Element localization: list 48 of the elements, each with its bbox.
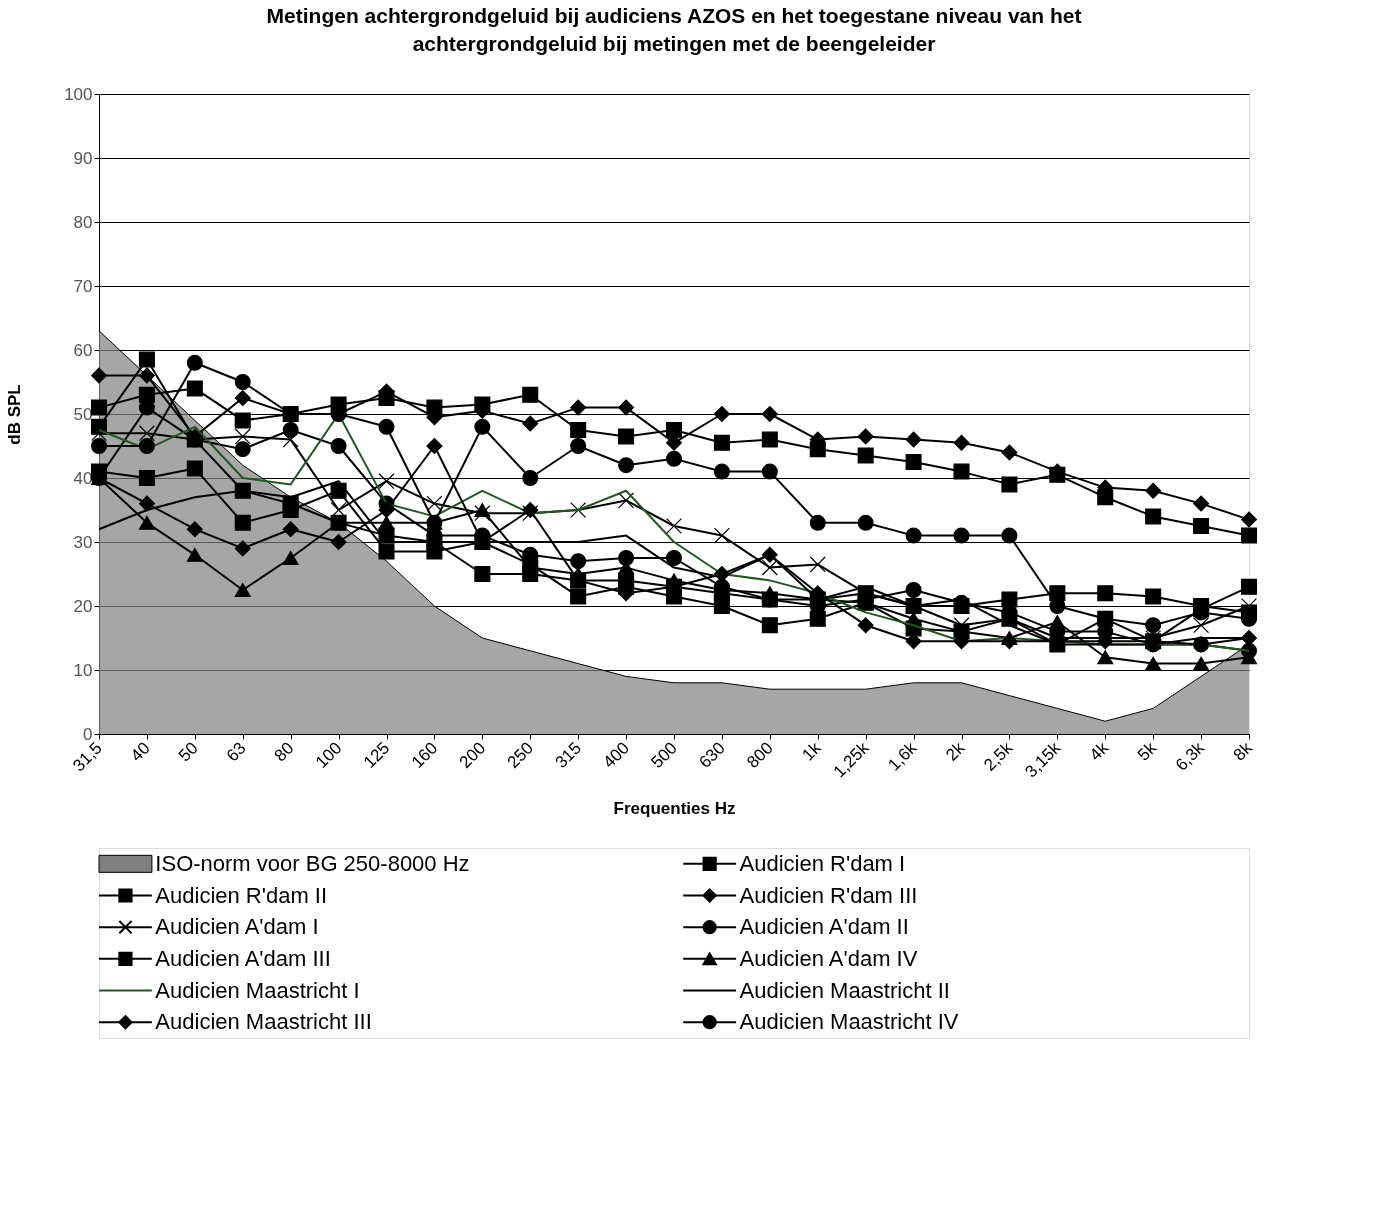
y-tick-label: 0 <box>83 724 93 744</box>
legend-label: ISO-norm voor BG 250-8000 Hz <box>155 850 470 876</box>
y-tick-label: 50 <box>73 404 93 424</box>
x-tick-label: 2,5k <box>980 738 1017 775</box>
legend-label: Audicien A'dam II <box>739 914 909 940</box>
x-tick-label: 400 <box>599 738 633 772</box>
legend-label: Audicien A'dam IV <box>739 945 918 971</box>
legend-label: Audicien A'dam I <box>155 914 319 940</box>
legend-label: Audicien A'dam III <box>155 945 331 971</box>
y-tick-label: 70 <box>73 276 93 296</box>
x-axis-title: Frequenties Hz <box>613 798 736 818</box>
y-tick-label: 80 <box>73 212 93 232</box>
legend-label: Audicien Maastricht II <box>739 977 950 1003</box>
x-tick-label: 1,6k <box>884 738 921 775</box>
x-tick-label: 8k <box>1229 738 1257 765</box>
legend-label: Audicien R'dam I <box>739 850 906 876</box>
y-tick-label: 30 <box>73 532 93 552</box>
x-tick-label: 100 <box>311 738 346 772</box>
x-tick-label: 200 <box>455 738 490 772</box>
y-tick-label: 60 <box>73 340 93 360</box>
y-tick-label: 20 <box>73 596 93 616</box>
y-tick-label: 90 <box>73 148 93 168</box>
legend-label: Audicien R'dam III <box>739 882 918 908</box>
legend-label: Audicien Maastricht III <box>155 1009 372 1035</box>
chart-title: Metingen achtergrondgeluid bij audiciens AZOS en het toegestane niveau van het achtergrondgeluid bij metingen met de beengeleider <box>266 4 1082 55</box>
x-tick-label: 5k <box>1133 738 1161 765</box>
x-tick-label: 50 <box>174 738 202 766</box>
x-tick-label: 80 <box>270 738 298 766</box>
x-tick-label: 6,3k <box>1171 738 1209 775</box>
y-tick-label: 10 <box>73 660 93 680</box>
x-tick-label: 1k <box>798 738 825 765</box>
x-tick-label: 2k <box>942 738 969 765</box>
x-tick-label: 40 <box>126 738 154 766</box>
y-axis-title: dB SPL <box>5 384 25 445</box>
y-tick-label: 40 <box>73 468 93 488</box>
legend-label: Audicien Maastricht I <box>155 977 360 1003</box>
x-tick-label: 315 <box>551 738 586 772</box>
x-tick-label: 800 <box>743 738 777 772</box>
y-tick-label: 100 <box>64 84 93 104</box>
x-tick-label: 630 <box>695 738 729 772</box>
x-tick-label: 63 <box>222 738 250 766</box>
x-tick-label: 500 <box>647 738 681 772</box>
legend-label: Audicien Maastricht IV <box>739 1009 959 1035</box>
x-tick-label: 160 <box>407 738 442 772</box>
x-tick-label: 125 <box>359 738 394 772</box>
x-tick-label: 250 <box>503 738 538 772</box>
legend-label: Audicien R'dam II <box>155 882 328 908</box>
x-tick-label: 4k <box>1085 738 1113 765</box>
